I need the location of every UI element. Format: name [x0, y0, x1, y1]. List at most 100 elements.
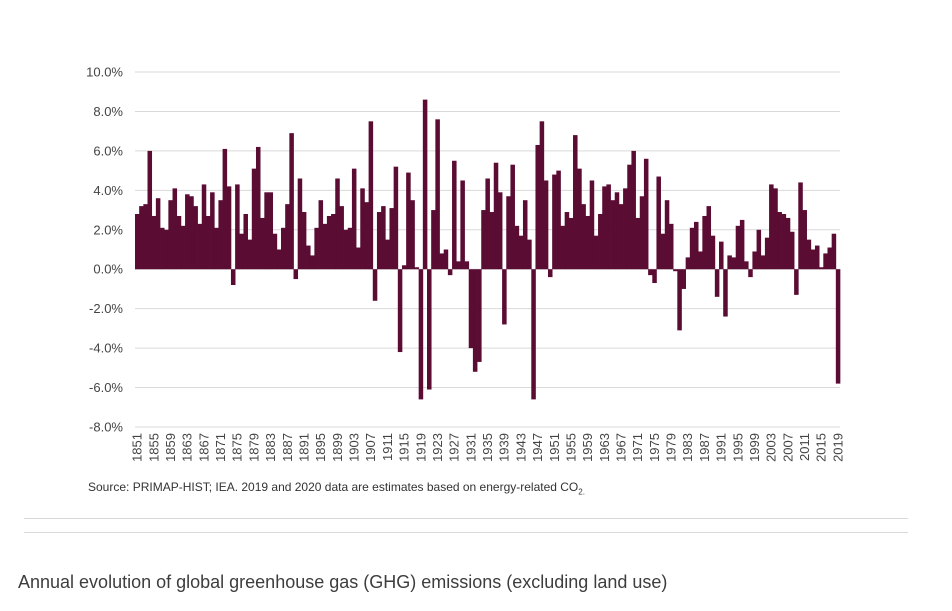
bar	[439, 253, 445, 270]
bar	[172, 188, 178, 270]
bar	[285, 204, 290, 270]
bar	[677, 269, 682, 331]
x-tick-label: 1963	[597, 433, 612, 462]
bar	[226, 186, 232, 270]
bar	[685, 257, 691, 270]
bar	[452, 160, 457, 270]
bar	[656, 176, 661, 270]
bar	[531, 269, 536, 400]
bar	[668, 223, 674, 270]
bar	[598, 214, 603, 270]
bar	[581, 204, 586, 270]
bar	[760, 255, 766, 270]
x-tick-label: 1895	[313, 433, 328, 462]
y-tick-label: 6.0%	[93, 143, 123, 158]
bar	[623, 188, 628, 270]
bar	[443, 249, 449, 270]
x-tick-label: 1955	[563, 433, 578, 462]
bar	[643, 158, 649, 270]
x-axis-tick-labels: 1851 1855 1859 1863 1867 1871 1875 1879 1883 1887…	[130, 433, 846, 462]
y-tick-label: -8.0%	[89, 420, 123, 435]
x-tick-label: 1935	[480, 433, 495, 462]
bar	[639, 196, 645, 270]
bar	[627, 164, 632, 270]
bar	[210, 192, 215, 270]
bar	[356, 247, 361, 270]
y-tick-label: 4.0%	[93, 183, 123, 198]
bar	[151, 215, 157, 270]
bar	[781, 214, 787, 270]
y-tick-label: -6.0%	[89, 380, 123, 395]
bar	[798, 182, 803, 270]
bar	[769, 184, 774, 270]
bar	[577, 168, 582, 270]
x-tick-label: 1923	[430, 433, 445, 462]
bar	[139, 206, 144, 270]
bar	[819, 267, 824, 270]
x-tick-label: 1959	[580, 433, 595, 462]
x-tick-label: 1879	[246, 433, 261, 462]
x-tick-label: 2015	[814, 433, 829, 462]
bar	[397, 269, 403, 353]
bar	[393, 166, 399, 270]
bar	[381, 206, 386, 270]
bar	[176, 215, 182, 270]
bar	[293, 269, 299, 280]
x-tick-label: 1915	[397, 433, 412, 462]
bar	[535, 144, 540, 270]
bar	[631, 150, 636, 270]
bar	[514, 225, 520, 270]
bar	[652, 269, 657, 284]
x-tick-label: 1947	[530, 433, 545, 462]
bar	[276, 249, 282, 270]
x-tick-label: 1911	[380, 433, 395, 461]
x-tick-label: 1939	[497, 433, 512, 462]
bar	[497, 192, 503, 270]
bar	[468, 269, 474, 349]
bar	[143, 204, 148, 270]
bar	[573, 135, 578, 270]
bar	[522, 200, 528, 270]
bar	[764, 237, 770, 270]
x-tick-label: 1871	[213, 433, 228, 462]
figure-caption: Annual evolution of global greenhouse ga…	[18, 572, 668, 592]
bar	[464, 261, 470, 270]
bar	[693, 221, 699, 270]
bar	[239, 233, 244, 270]
bar	[251, 168, 257, 270]
bar	[360, 188, 365, 270]
x-tick-label: 1967	[613, 433, 628, 462]
bar	[335, 178, 340, 270]
bar	[164, 229, 169, 270]
bar	[318, 200, 324, 270]
bar	[331, 214, 336, 270]
bar	[372, 269, 378, 301]
source-text: Source: PRIMAP-HIST; IEA. 2019 and 2020 …	[88, 480, 579, 494]
bar	[289, 133, 294, 270]
bar	[814, 245, 820, 270]
bar	[264, 192, 269, 270]
divider-top	[24, 518, 908, 519]
x-tick-label: 1903	[347, 433, 362, 462]
bar	[606, 184, 611, 270]
x-tick-label: 1999	[747, 433, 762, 462]
x-tick-label: 2019	[830, 433, 845, 462]
bar	[777, 212, 782, 270]
bar	[168, 200, 173, 270]
bar	[343, 229, 349, 270]
x-tick-label: 1943	[513, 433, 528, 462]
bar	[260, 217, 265, 270]
bar	[389, 208, 394, 270]
bar	[401, 265, 407, 270]
bar	[493, 162, 499, 270]
x-tick-label: 1867	[196, 433, 211, 462]
bar	[727, 255, 732, 270]
x-tick-label: 1891	[296, 433, 311, 462]
bar	[489, 212, 495, 270]
bar	[719, 241, 724, 270]
x-tick-label: 1931	[463, 433, 478, 462]
bar	[556, 170, 561, 270]
bar	[322, 223, 328, 270]
bar	[744, 261, 749, 270]
bar	[560, 225, 566, 270]
